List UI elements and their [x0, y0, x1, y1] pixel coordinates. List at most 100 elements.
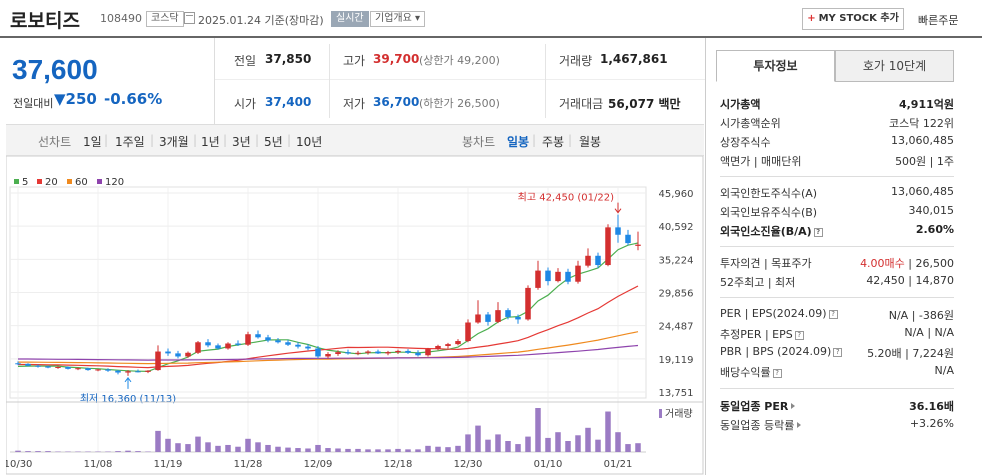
info-row-opinion: 투자의견 | 목표주가 4.00매수 | 26,500 — [720, 253, 954, 272]
market-cap-value: 4,911억원 — [898, 98, 954, 111]
est-per-label-text: 추정PER | EPS — [720, 328, 793, 341]
candle-body — [285, 342, 291, 345]
volume-value: 1,467,861 — [600, 52, 668, 66]
line-chart-label[interactable]: 선차트 — [38, 135, 72, 149]
chart-frame — [5, 155, 704, 475]
candle-body — [475, 314, 481, 323]
tab-candle-weekly[interactable]: 주봉 — [542, 135, 565, 149]
tab-period-1d[interactable]: 1일 — [83, 135, 102, 149]
quick-order-link[interactable]: 빠른주문 — [918, 14, 959, 27]
tab-period-1y[interactable]: 1년 — [201, 135, 220, 149]
volume-bar — [295, 448, 301, 452]
realtime-badge[interactable]: 실시간 — [331, 11, 369, 27]
candle-body — [85, 368, 91, 371]
candle-body — [245, 334, 251, 345]
candle-body — [375, 351, 381, 354]
volume-bar — [195, 436, 201, 452]
tab-candle-daily[interactable]: 일봉 — [507, 135, 530, 149]
legend-swatch — [97, 179, 102, 184]
info-row-foreign-hold: 외국인보유주식수(B) 340,015 — [720, 202, 954, 221]
info-row-market-cap: 시가총액 4,911억원 — [720, 94, 954, 113]
volume-bar — [635, 443, 641, 452]
help-icon[interactable]: ? — [794, 331, 804, 340]
candle-body — [35, 365, 41, 367]
volume-bar — [445, 447, 451, 452]
candle-body — [385, 352, 391, 354]
info-row-52week: 52주최고 | 최저 42,450 | 14,870 — [720, 272, 954, 291]
candle-body — [595, 255, 601, 266]
sector-per-label-text: 동일업종 PER — [720, 400, 789, 413]
change-percent: -0.66% — [104, 90, 163, 108]
y-tick-label: 29,856 — [659, 289, 694, 300]
volume-bar — [415, 449, 421, 452]
dividend-label-text: 배당수익률 — [720, 366, 771, 379]
shares-label: 상장주식수 — [720, 136, 771, 149]
tab-candle-monthly[interactable]: 월봉 — [579, 135, 602, 149]
quote-row-2: 시가 37,400 저가 36,700 (하한가 26,500) 거래대금 56… — [215, 81, 705, 123]
info-row-sector-per: 동일업종 PER 36.16배 — [720, 396, 954, 415]
base-date: 2025.01.24 기준(장마감) — [198, 14, 324, 27]
tab-period-10y[interactable]: 10년 — [296, 135, 323, 149]
y-tick-label: 35,224 — [659, 255, 694, 266]
tab-period-3y[interactable]: 3년 — [232, 135, 251, 149]
volume-bar — [625, 444, 631, 452]
ma5-line — [17, 242, 639, 373]
volume-bar — [525, 436, 531, 452]
volume-bar — [505, 441, 511, 452]
est-per-label: 추정PER | EPS? — [720, 326, 804, 342]
tab-investment-info[interactable]: 투자정보 — [716, 50, 835, 82]
current-price: 37,600 — [12, 54, 98, 85]
help-icon[interactable]: ? — [828, 310, 838, 319]
sector-rate-label-text: 동일업종 등락률 — [720, 419, 795, 432]
volume-bar — [125, 450, 131, 452]
candle-body — [205, 342, 211, 346]
investment-info-panel: 투자정보 호가 10단계 시가총액 4,911억원 시가총액순위 코스닥 122… — [705, 38, 965, 475]
x-tick-label: 12/18 — [384, 459, 413, 470]
tab-period-5y[interactable]: 5년 — [264, 135, 283, 149]
prev-close-label: 전일 — [234, 54, 257, 68]
foreign-ratio-label: 외국인소진율(B/A)? — [720, 223, 823, 239]
candlestick-chart-svg[interactable]: 5 20 60 120 45,960 40,592 35,224 29,856 24,487 19… — [4, 155, 704, 475]
legend-swatch — [37, 179, 42, 184]
candle-body — [335, 352, 341, 355]
volume-bar — [395, 448, 401, 452]
opinion-label: 투자의견 | 목표주가 — [720, 257, 812, 270]
company-overview-dropdown[interactable]: 기업개요 ▾ — [370, 11, 426, 27]
candle-body — [315, 348, 321, 357]
foreign-limit-label: 외국인한도주식수(A) — [720, 187, 818, 200]
quote-row-1: 전일 37,850 고가 39,700 (상한가 49,200) 거래량 1,4… — [215, 38, 705, 80]
info-row-per: PER | EPS(2024.09)? N/A | -386원 — [720, 305, 954, 324]
y-tick-label: 13,751 — [659, 388, 694, 399]
foreign-ratio-value: 2.60% — [915, 223, 954, 236]
help-icon[interactable]: ? — [833, 348, 843, 357]
tab-separator: | — [150, 133, 155, 147]
candle-body — [635, 244, 641, 246]
tab-period-3m[interactable]: 3개월 — [159, 135, 189, 149]
volume-bar — [335, 448, 341, 452]
volume-bar — [265, 444, 271, 452]
candle-body — [565, 271, 571, 282]
chevron-down-icon: ▾ — [415, 13, 421, 24]
candle-body — [125, 371, 131, 373]
stock-code: 108490 — [100, 12, 142, 25]
candle-body — [165, 351, 171, 354]
candle-body — [225, 343, 231, 349]
target-price: 26,500 — [915, 257, 955, 270]
price-chart[interactable]: 5 20 60 120 45,960 40,592 35,224 29,856 24,487 19… — [4, 155, 704, 475]
help-icon[interactable]: ? — [813, 228, 823, 237]
tab-period-1w[interactable]: 1주일 — [115, 135, 145, 149]
plus-icon: + — [807, 13, 816, 24]
info-row-shares: 상장주식수 13,060,485 — [720, 132, 954, 151]
tab-order-book[interactable]: 호가 10단계 — [835, 50, 954, 82]
candle-body — [95, 369, 101, 371]
volume-bar — [155, 430, 161, 452]
candle-body — [395, 350, 401, 353]
add-mystock-button[interactable]: + MY STOCK 추가 — [802, 8, 904, 30]
candle-body — [215, 345, 221, 349]
volume-bar — [225, 444, 231, 452]
candle-chart-label[interactable]: 봉차트 — [462, 135, 496, 149]
tab-separator: | — [568, 133, 573, 147]
candle-body — [305, 346, 311, 349]
volume-bar — [35, 451, 41, 452]
help-icon[interactable]: ? — [772, 369, 782, 378]
